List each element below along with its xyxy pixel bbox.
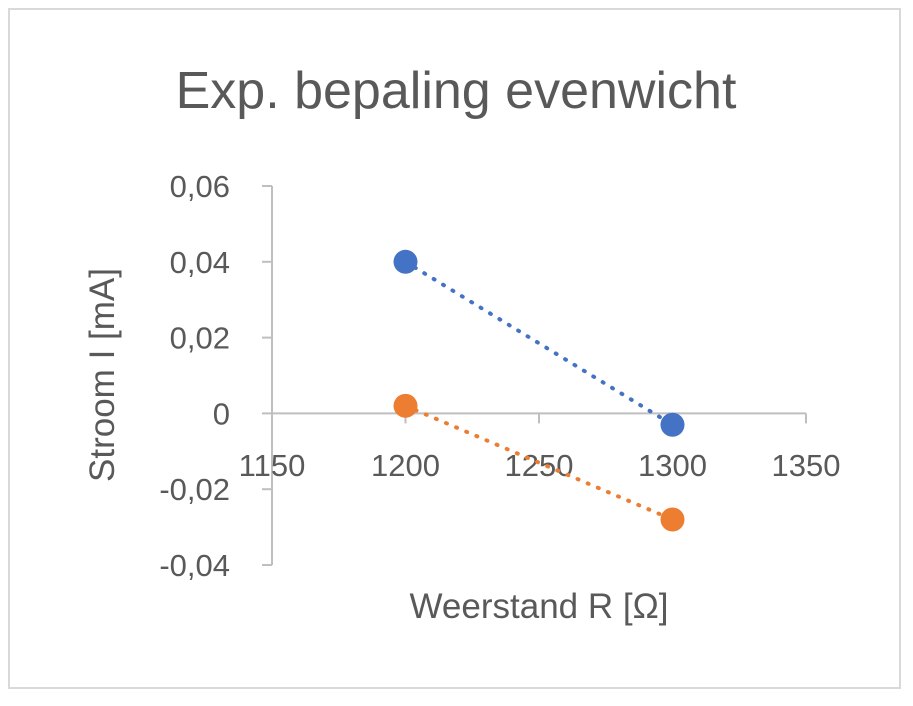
data-points — [393, 249, 685, 532]
trendline-series-2 — [403, 403, 675, 522]
chart-title: Exp. bepaling evenwicht — [176, 62, 737, 120]
x-tick-label: 1200 — [371, 448, 440, 483]
data-point-series-2 — [660, 507, 685, 532]
x-axis-title: Weerstand R [Ω] — [410, 587, 669, 626]
x-tick-label: 1300 — [638, 448, 707, 483]
x-tick-label: 1150 — [239, 448, 306, 483]
data-point-series-2 — [393, 393, 418, 418]
chart-frame — [8, 8, 901, 689]
x-tick-labels: 1150 1200 1250 1300 1350 — [239, 448, 841, 483]
y-tick-labels: -0,04 -0,02 0 0,02 0,04 0,06 — [159, 169, 230, 583]
y-tick-label: -0,02 — [159, 472, 230, 507]
axes — [262, 185, 807, 566]
y-tick-label: 0,06 — [170, 169, 230, 204]
trendlines — [403, 259, 675, 522]
y-tick-label: 0,02 — [170, 321, 230, 356]
trendline-series-1 — [403, 259, 675, 427]
y-tick-label: -0,04 — [159, 548, 230, 583]
y-tick-label: 0,04 — [170, 245, 230, 280]
data-point-series-1 — [660, 412, 685, 437]
y-tick-label: 0 — [213, 396, 230, 431]
data-point-series-1 — [393, 249, 418, 274]
x-tick-label: 1350 — [772, 448, 841, 483]
y-axis-title: Stroom I [mA] — [83, 268, 122, 482]
